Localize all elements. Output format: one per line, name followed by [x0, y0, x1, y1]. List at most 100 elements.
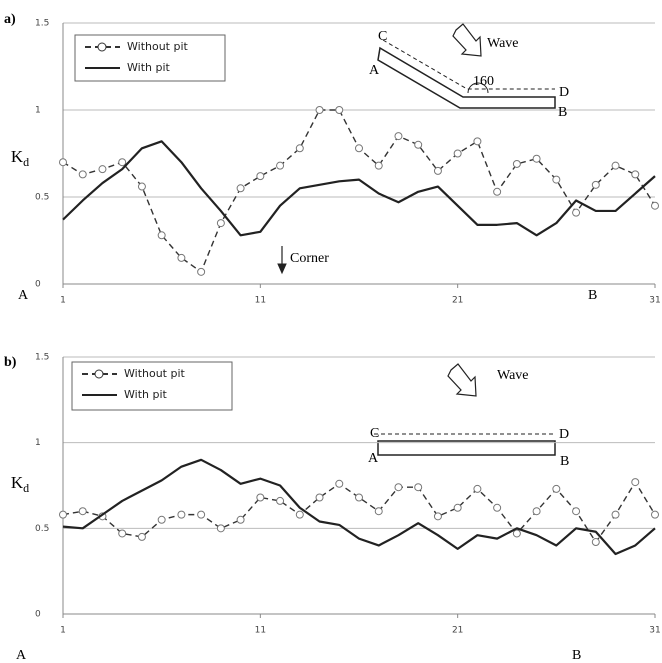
y-axis-label-sub: d	[23, 155, 29, 169]
data-point	[611, 161, 620, 170]
data-point	[651, 201, 659, 210]
data-point	[355, 144, 363, 153]
y-axis-label: Kd	[11, 147, 29, 169]
endpoint-label: A	[16, 648, 27, 663]
data-point	[157, 515, 166, 524]
annotation: C	[370, 426, 379, 441]
data-point	[572, 208, 581, 217]
endpoint-label: B	[572, 648, 581, 663]
data-point	[276, 161, 285, 170]
data-point	[374, 161, 383, 170]
data-point	[453, 503, 462, 512]
y-tick-label: 0	[35, 280, 41, 290]
x-tick-label: 1	[60, 296, 66, 306]
y-tick-label: 1.5	[35, 353, 49, 363]
legend-marker	[97, 42, 107, 52]
legend-label: Without pit	[127, 40, 189, 53]
data-point	[295, 510, 304, 519]
data-point	[473, 484, 482, 493]
x-tick-label: 21	[452, 296, 463, 306]
y-tick-label: 0	[35, 610, 41, 620]
endpoint-label: A	[18, 288, 29, 303]
annotation: 160	[473, 74, 494, 89]
annotation: B	[560, 454, 569, 469]
annotation: B	[558, 105, 567, 120]
annotation: A	[369, 63, 380, 78]
data-point	[236, 184, 245, 193]
annotation: D	[559, 427, 569, 442]
x-tick-label: 1	[60, 626, 66, 636]
y-tick-label: 0.5	[35, 524, 49, 534]
data-point	[216, 524, 225, 533]
channel-diagram-a	[277, 23, 556, 275]
data-point	[512, 159, 521, 168]
data-point	[295, 144, 304, 153]
x-tick-label: 11	[255, 626, 266, 636]
data-point	[78, 170, 87, 179]
data-point	[473, 137, 482, 146]
data-point	[236, 515, 245, 524]
data-point	[512, 529, 521, 538]
data-point	[572, 507, 581, 516]
annotation: C	[378, 29, 387, 44]
x-tick-label: 31	[649, 626, 660, 636]
data-point	[394, 483, 403, 492]
data-point	[433, 512, 442, 521]
data-point	[335, 479, 344, 488]
x-tick-label: 31	[649, 296, 660, 306]
data-point	[78, 507, 87, 516]
data-point	[414, 483, 423, 492]
data-point	[137, 532, 146, 541]
data-point	[276, 496, 285, 505]
data-point	[552, 484, 561, 493]
data-point	[532, 507, 541, 516]
data-point	[157, 231, 166, 240]
legend-label: Without pit	[124, 367, 186, 380]
data-point	[118, 158, 127, 167]
data-point	[532, 154, 541, 163]
data-point	[256, 493, 265, 502]
panel-label: a)	[4, 12, 16, 27]
data-point	[335, 106, 344, 114]
data-point	[631, 170, 640, 179]
data-point	[414, 140, 423, 149]
y-axis-label-main: K	[11, 147, 24, 166]
data-point	[98, 165, 107, 174]
series-line	[62, 140, 656, 237]
y-axis-label: Kd	[11, 473, 29, 495]
data-point	[591, 180, 600, 189]
annotation: D	[559, 85, 569, 100]
data-point	[177, 253, 186, 262]
data-point	[611, 510, 620, 519]
series-line	[62, 109, 656, 273]
data-point	[118, 529, 127, 538]
data-point	[137, 182, 146, 191]
data-point	[59, 158, 67, 167]
y-axis-label-sub: d	[23, 481, 29, 495]
data-point	[315, 106, 324, 114]
data-point	[651, 510, 659, 519]
y-tick-label: 1	[35, 438, 41, 448]
panel-label: b)	[4, 355, 17, 370]
data-point	[256, 172, 265, 181]
data-point	[394, 132, 403, 141]
data-point	[374, 507, 383, 516]
x-tick-label: 11	[255, 296, 266, 306]
annotation: A	[368, 451, 379, 466]
data-point	[197, 267, 206, 276]
annotation: Wave	[487, 36, 519, 51]
endpoint-label: B	[588, 288, 597, 303]
annotation: Corner	[290, 251, 329, 266]
data-point	[591, 538, 600, 547]
data-point	[59, 510, 67, 519]
data-point	[552, 175, 561, 184]
legend-label: With pit	[124, 388, 168, 401]
data-point	[177, 510, 186, 519]
data-point	[197, 510, 206, 519]
y-axis-label-main: K	[11, 473, 24, 492]
series-line	[62, 458, 656, 556]
y-tick-label: 1.5	[35, 19, 49, 29]
legend-marker	[94, 369, 104, 379]
data-point	[216, 219, 225, 228]
